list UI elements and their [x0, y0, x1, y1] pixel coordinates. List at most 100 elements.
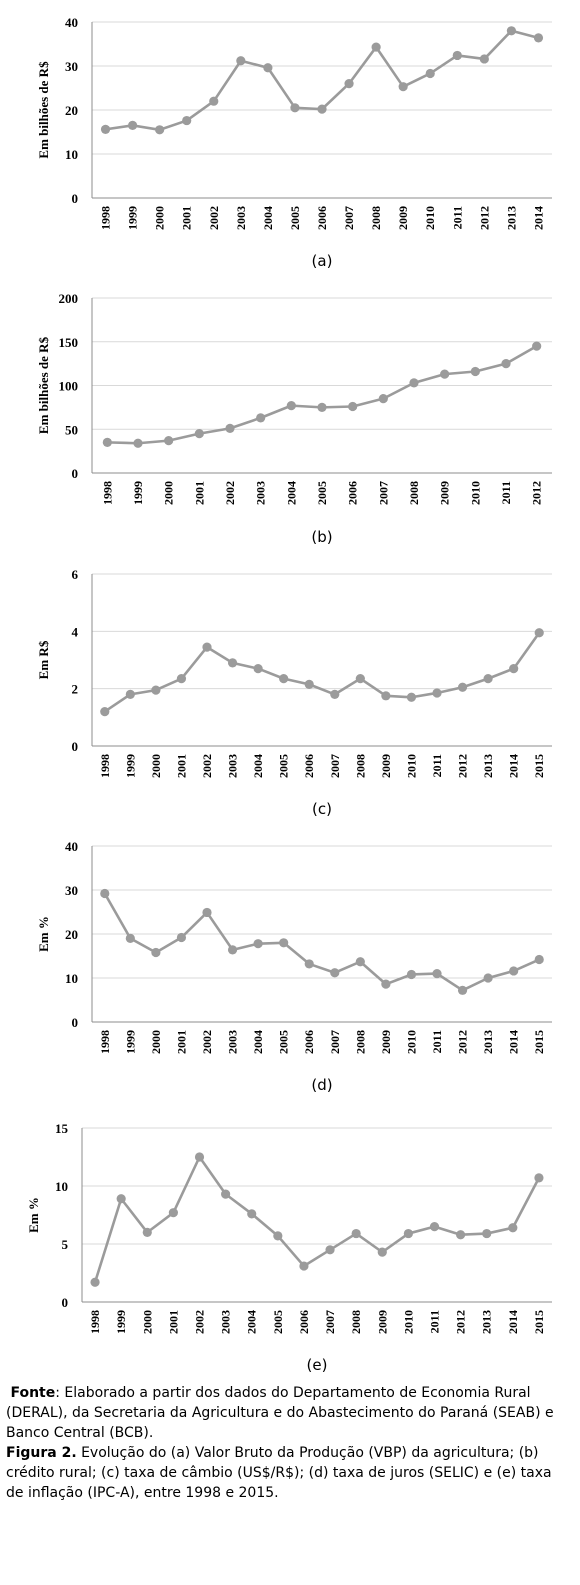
chart-e-panel-label: (e)	[307, 1356, 328, 1374]
chart-d-ylabel: Em %	[36, 916, 51, 952]
chart-b-xtick-label: 2002	[223, 481, 237, 505]
chart-e-xtick-label: 2004	[245, 1310, 259, 1334]
chart-a-panel-label: (a)	[312, 252, 333, 270]
chart-d-xtick-label: 2013	[481, 1030, 495, 1054]
chart-c-xtick-label: 1998	[98, 754, 112, 778]
chart-e-xtick-label: 2010	[401, 1310, 415, 1334]
chart-c-data-point	[534, 628, 544, 638]
chart-a-xtick-label: 2003	[234, 206, 248, 230]
chart-e-data-point	[482, 1228, 492, 1239]
chart-c-panel-label: (c)	[312, 800, 332, 818]
chart-d-data-point	[534, 954, 544, 965]
chart-a-data-point	[344, 79, 354, 89]
chart-e-xtick-label: 2003	[219, 1310, 233, 1334]
chart-c-xtick-label: 2015	[532, 754, 546, 778]
chart-a-data-point	[155, 125, 165, 135]
chart-a-data-point	[452, 50, 462, 61]
chart-c-xtick-label: 2010	[404, 754, 418, 778]
chart-b-xtick-label: 2009	[438, 481, 452, 505]
chart-c-xtick-label: 2003	[226, 754, 240, 778]
chart-d-xtick-label: 2015	[532, 1030, 546, 1054]
chart-c-data-point	[304, 679, 314, 689]
chart-c-data-point	[457, 682, 468, 692]
chart-c-data-point	[202, 642, 212, 652]
chart-a-xtick-label: 2012	[477, 206, 491, 230]
chart-d-data-point	[304, 959, 314, 969]
chart-a-xtick-label: 2000	[153, 206, 167, 230]
chart-a-xtick-label: 2007	[342, 206, 356, 230]
chart-d: 0 10 20 30 40 Em % 1998 1999 2000 2001 2002 2003 200…	[36, 839, 552, 1094]
chart-d-data-point	[176, 932, 187, 943]
chart-a-xtick-label: 2011	[450, 206, 464, 229]
chart-c-xtick-label: 2013	[481, 754, 495, 778]
chart-a-xtick-label: 1998	[99, 206, 113, 230]
chart-d-xtick-label: 2010	[404, 1030, 418, 1054]
chart-a-data-point	[317, 104, 327, 114]
chart-e-data-point	[247, 1209, 257, 1219]
chart-b-data-point	[256, 413, 266, 423]
chart-d-xtick-label: 1998	[98, 1030, 112, 1054]
chart-d-xtick-label: 2001	[174, 1030, 188, 1054]
chart-a-xtick-label: 2002	[207, 206, 221, 230]
chart-c-ytick-label: 6	[72, 567, 79, 582]
chart-e-ytick-label: 10	[55, 1179, 68, 1194]
chart-e-data-point	[534, 1173, 544, 1183]
chart-e-xtick-label: 2001	[166, 1310, 180, 1334]
chart-a-xtick-label: 2009	[396, 206, 410, 230]
source-text: : Elaborado a partir dos dados do Depart…	[6, 1385, 554, 1441]
chart-e-xtick-label: 2006	[297, 1310, 311, 1334]
chart-b-data-point	[532, 341, 542, 351]
chart-b-data-point	[286, 401, 296, 411]
chart-d-xtick-label: 1999	[123, 1030, 137, 1054]
chart-b-xtick-label: 1998	[100, 481, 114, 505]
chart-e-data-point	[299, 1261, 309, 1271]
chart-b-data-point	[102, 437, 112, 447]
chart-e-xtick-label: 2000	[140, 1310, 154, 1334]
chart-e-data-point	[221, 1189, 231, 1199]
chart-c-data-point	[355, 674, 365, 684]
chart-e-data-point	[90, 1277, 100, 1287]
chart-e-xtick-label: 2005	[271, 1310, 285, 1334]
chart-a: 0 10 20 30 40 Em bilhões de R$ 1998 1999 2000 200…	[36, 15, 552, 270]
chart-d-xtick-label: 2000	[149, 1030, 163, 1054]
chart-a-xtick-label: 2013	[504, 206, 518, 230]
chart-c-xtick-label: 2012	[456, 754, 470, 778]
chart-e-ytick-label: 0	[62, 1295, 69, 1310]
chart-a-ylabel: Em bilhões de R$	[36, 61, 51, 159]
chart-b-series-line	[107, 344, 538, 445]
chart-b-ytick-label: 200	[59, 291, 79, 306]
chart-c-ytick-label: 2	[72, 682, 79, 697]
chart-e-xtick-label: 2013	[480, 1310, 494, 1334]
chart-d-series-line	[103, 892, 540, 992]
chart-e-xtick-label: 1998	[88, 1310, 102, 1334]
chart-c-ytick-label: 0	[72, 739, 79, 754]
chart-b-data-point	[225, 423, 235, 433]
chart-b-data-point	[501, 359, 511, 369]
chart-d-data-point	[151, 947, 161, 958]
chart-a-data-point	[506, 26, 517, 36]
chart-b-data-point	[133, 438, 143, 448]
chart-d-panel-label: (d)	[311, 1076, 332, 1094]
chart-c-data-point	[381, 691, 391, 701]
chart-a-xtick-label: 2006	[315, 206, 329, 230]
chart-e-data-point	[403, 1228, 413, 1239]
chart-c-data-point	[176, 674, 187, 684]
chart-c-data-point	[432, 688, 442, 698]
chart-d-ytick-label: 40	[65, 839, 78, 854]
chart-a-ytick-label: 30	[65, 59, 78, 74]
chart-c-xtick-label: 1999	[123, 754, 137, 778]
source-label: Fonte	[10, 1385, 56, 1401]
chart-e-ylabel: Em %	[26, 1197, 41, 1233]
chart-d-xtick-label: 2007	[328, 1030, 342, 1054]
chart-d-xtick-label: 2004	[251, 1030, 265, 1054]
chart-c-data-point	[279, 674, 289, 684]
chart-a-ytick-label: 40	[65, 15, 78, 30]
chart-c-ytick-label: 4	[72, 624, 79, 639]
chart-c-xtick-label: 2005	[277, 754, 291, 778]
chart-c-data-point	[227, 658, 238, 668]
chart-b-data-point	[378, 394, 388, 404]
chart-a-data-point	[100, 124, 111, 134]
chart-c-xtick-label: 2006	[302, 754, 316, 778]
chart-a-data-point	[479, 54, 489, 64]
chart-e-xtick-label: 1999	[114, 1310, 128, 1334]
